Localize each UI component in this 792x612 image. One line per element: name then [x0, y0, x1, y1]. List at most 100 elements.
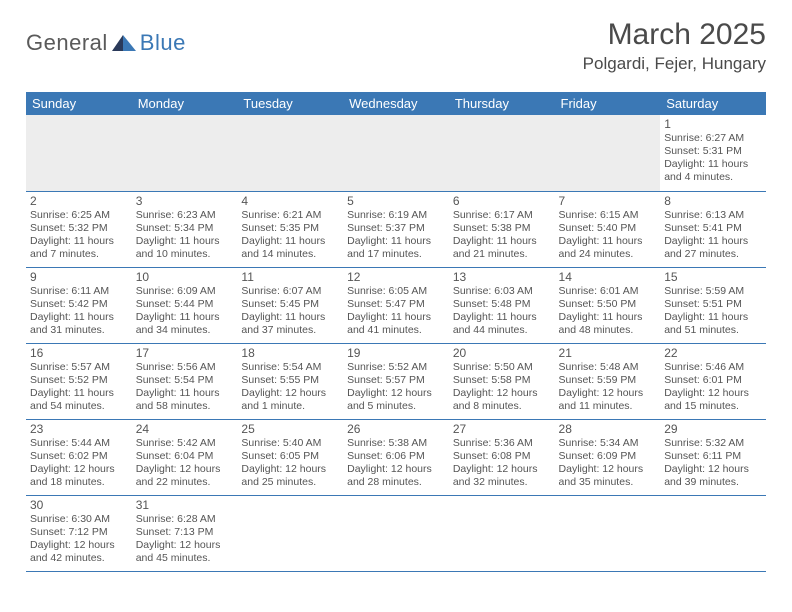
calendar-day-cell: 25Sunrise: 5:40 AMSunset: 6:05 PMDayligh…	[237, 419, 343, 495]
brand-logo: General Blue	[26, 30, 186, 56]
calendar-day-cell: 16Sunrise: 5:57 AMSunset: 5:52 PMDayligh…	[26, 343, 132, 419]
day-details: Sunrise: 5:46 AMSunset: 6:01 PMDaylight:…	[664, 361, 762, 414]
day-details: Sunrise: 6:17 AMSunset: 5:38 PMDaylight:…	[453, 209, 551, 262]
day-number: 19	[347, 346, 445, 360]
day-number: 6	[453, 194, 551, 208]
day-details: Sunrise: 6:07 AMSunset: 5:45 PMDaylight:…	[241, 285, 339, 338]
weekday-header: Saturday	[660, 92, 766, 115]
day-number: 4	[241, 194, 339, 208]
calendar-day-cell	[26, 115, 132, 191]
day-number: 11	[241, 270, 339, 284]
day-number: 3	[136, 194, 234, 208]
day-details: Sunrise: 5:54 AMSunset: 5:55 PMDaylight:…	[241, 361, 339, 414]
calendar-day-cell	[449, 115, 555, 191]
day-number: 16	[30, 346, 128, 360]
day-details: Sunrise: 6:28 AMSunset: 7:13 PMDaylight:…	[136, 513, 234, 566]
calendar-day-cell: 1Sunrise: 6:27 AMSunset: 5:31 PMDaylight…	[660, 115, 766, 191]
calendar-day-cell	[343, 495, 449, 571]
day-number: 23	[30, 422, 128, 436]
day-number: 27	[453, 422, 551, 436]
calendar-day-cell	[132, 115, 238, 191]
day-details: Sunrise: 6:30 AMSunset: 7:12 PMDaylight:…	[30, 513, 128, 566]
calendar-day-cell: 2Sunrise: 6:25 AMSunset: 5:32 PMDaylight…	[26, 191, 132, 267]
calendar-week-row: 9Sunrise: 6:11 AMSunset: 5:42 PMDaylight…	[26, 267, 766, 343]
day-number: 18	[241, 346, 339, 360]
day-details: Sunrise: 5:52 AMSunset: 5:57 PMDaylight:…	[347, 361, 445, 414]
weekday-header: Wednesday	[343, 92, 449, 115]
calendar-week-row: 16Sunrise: 5:57 AMSunset: 5:52 PMDayligh…	[26, 343, 766, 419]
weekday-header: Friday	[555, 92, 661, 115]
day-details: Sunrise: 5:32 AMSunset: 6:11 PMDaylight:…	[664, 437, 762, 490]
brand-mark-icon	[112, 33, 136, 53]
calendar-day-cell: 20Sunrise: 5:50 AMSunset: 5:58 PMDayligh…	[449, 343, 555, 419]
day-number: 31	[136, 498, 234, 512]
day-number: 13	[453, 270, 551, 284]
weekday-header: Thursday	[449, 92, 555, 115]
calendar-day-cell: 13Sunrise: 6:03 AMSunset: 5:48 PMDayligh…	[449, 267, 555, 343]
calendar-day-cell: 26Sunrise: 5:38 AMSunset: 6:06 PMDayligh…	[343, 419, 449, 495]
calendar-week-row: 23Sunrise: 5:44 AMSunset: 6:02 PMDayligh…	[26, 419, 766, 495]
day-details: Sunrise: 6:11 AMSunset: 5:42 PMDaylight:…	[30, 285, 128, 338]
day-details: Sunrise: 6:13 AMSunset: 5:41 PMDaylight:…	[664, 209, 762, 262]
calendar-day-cell: 17Sunrise: 5:56 AMSunset: 5:54 PMDayligh…	[132, 343, 238, 419]
calendar-day-cell: 24Sunrise: 5:42 AMSunset: 6:04 PMDayligh…	[132, 419, 238, 495]
day-number: 10	[136, 270, 234, 284]
calendar-day-cell: 29Sunrise: 5:32 AMSunset: 6:11 PMDayligh…	[660, 419, 766, 495]
day-details: Sunrise: 5:44 AMSunset: 6:02 PMDaylight:…	[30, 437, 128, 490]
calendar-day-cell	[555, 495, 661, 571]
day-number: 20	[453, 346, 551, 360]
day-details: Sunrise: 5:59 AMSunset: 5:51 PMDaylight:…	[664, 285, 762, 338]
day-number: 2	[30, 194, 128, 208]
day-details: Sunrise: 5:56 AMSunset: 5:54 PMDaylight:…	[136, 361, 234, 414]
calendar-day-cell: 22Sunrise: 5:46 AMSunset: 6:01 PMDayligh…	[660, 343, 766, 419]
day-details: Sunrise: 5:38 AMSunset: 6:06 PMDaylight:…	[347, 437, 445, 490]
day-details: Sunrise: 5:40 AMSunset: 6:05 PMDaylight:…	[241, 437, 339, 490]
calendar-table: SundayMondayTuesdayWednesdayThursdayFrid…	[26, 92, 766, 572]
day-details: Sunrise: 6:09 AMSunset: 5:44 PMDaylight:…	[136, 285, 234, 338]
day-number: 25	[241, 422, 339, 436]
day-details: Sunrise: 6:21 AMSunset: 5:35 PMDaylight:…	[241, 209, 339, 262]
header: General Blue March 2025 Polgardi, Fejer,…	[26, 18, 766, 74]
day-details: Sunrise: 5:42 AMSunset: 6:04 PMDaylight:…	[136, 437, 234, 490]
calendar-day-cell: 28Sunrise: 5:34 AMSunset: 6:09 PMDayligh…	[555, 419, 661, 495]
page-title: March 2025	[583, 18, 766, 52]
calendar-day-cell: 3Sunrise: 6:23 AMSunset: 5:34 PMDaylight…	[132, 191, 238, 267]
day-details: Sunrise: 5:50 AMSunset: 5:58 PMDaylight:…	[453, 361, 551, 414]
calendar-day-cell: 27Sunrise: 5:36 AMSunset: 6:08 PMDayligh…	[449, 419, 555, 495]
day-number: 1	[664, 117, 762, 131]
day-number: 12	[347, 270, 445, 284]
day-number: 24	[136, 422, 234, 436]
calendar-day-cell	[237, 115, 343, 191]
calendar-day-cell: 12Sunrise: 6:05 AMSunset: 5:47 PMDayligh…	[343, 267, 449, 343]
calendar-day-cell: 4Sunrise: 6:21 AMSunset: 5:35 PMDaylight…	[237, 191, 343, 267]
day-number: 17	[136, 346, 234, 360]
day-details: Sunrise: 6:25 AMSunset: 5:32 PMDaylight:…	[30, 209, 128, 262]
day-details: Sunrise: 6:15 AMSunset: 5:40 PMDaylight:…	[559, 209, 657, 262]
day-details: Sunrise: 6:03 AMSunset: 5:48 PMDaylight:…	[453, 285, 551, 338]
calendar-body: 1Sunrise: 6:27 AMSunset: 5:31 PMDaylight…	[26, 115, 766, 571]
day-number: 15	[664, 270, 762, 284]
calendar-week-row: 30Sunrise: 6:30 AMSunset: 7:12 PMDayligh…	[26, 495, 766, 571]
day-number: 22	[664, 346, 762, 360]
calendar-day-cell: 30Sunrise: 6:30 AMSunset: 7:12 PMDayligh…	[26, 495, 132, 571]
day-details: Sunrise: 5:48 AMSunset: 5:59 PMDaylight:…	[559, 361, 657, 414]
calendar-header-row: SundayMondayTuesdayWednesdayThursdayFrid…	[26, 92, 766, 115]
calendar-week-row: 2Sunrise: 6:25 AMSunset: 5:32 PMDaylight…	[26, 191, 766, 267]
calendar-day-cell	[343, 115, 449, 191]
calendar-day-cell: 11Sunrise: 6:07 AMSunset: 5:45 PMDayligh…	[237, 267, 343, 343]
weekday-header: Monday	[132, 92, 238, 115]
day-details: Sunrise: 6:19 AMSunset: 5:37 PMDaylight:…	[347, 209, 445, 262]
day-details: Sunrise: 6:05 AMSunset: 5:47 PMDaylight:…	[347, 285, 445, 338]
calendar-day-cell	[555, 115, 661, 191]
weekday-header: Sunday	[26, 92, 132, 115]
brand-text-blue: Blue	[140, 30, 186, 56]
brand-text-general: General	[26, 30, 108, 56]
calendar-day-cell: 10Sunrise: 6:09 AMSunset: 5:44 PMDayligh…	[132, 267, 238, 343]
day-number: 26	[347, 422, 445, 436]
day-number: 30	[30, 498, 128, 512]
calendar-day-cell: 7Sunrise: 6:15 AMSunset: 5:40 PMDaylight…	[555, 191, 661, 267]
calendar-day-cell: 14Sunrise: 6:01 AMSunset: 5:50 PMDayligh…	[555, 267, 661, 343]
calendar-day-cell: 8Sunrise: 6:13 AMSunset: 5:41 PMDaylight…	[660, 191, 766, 267]
day-number: 8	[664, 194, 762, 208]
day-details: Sunrise: 5:36 AMSunset: 6:08 PMDaylight:…	[453, 437, 551, 490]
